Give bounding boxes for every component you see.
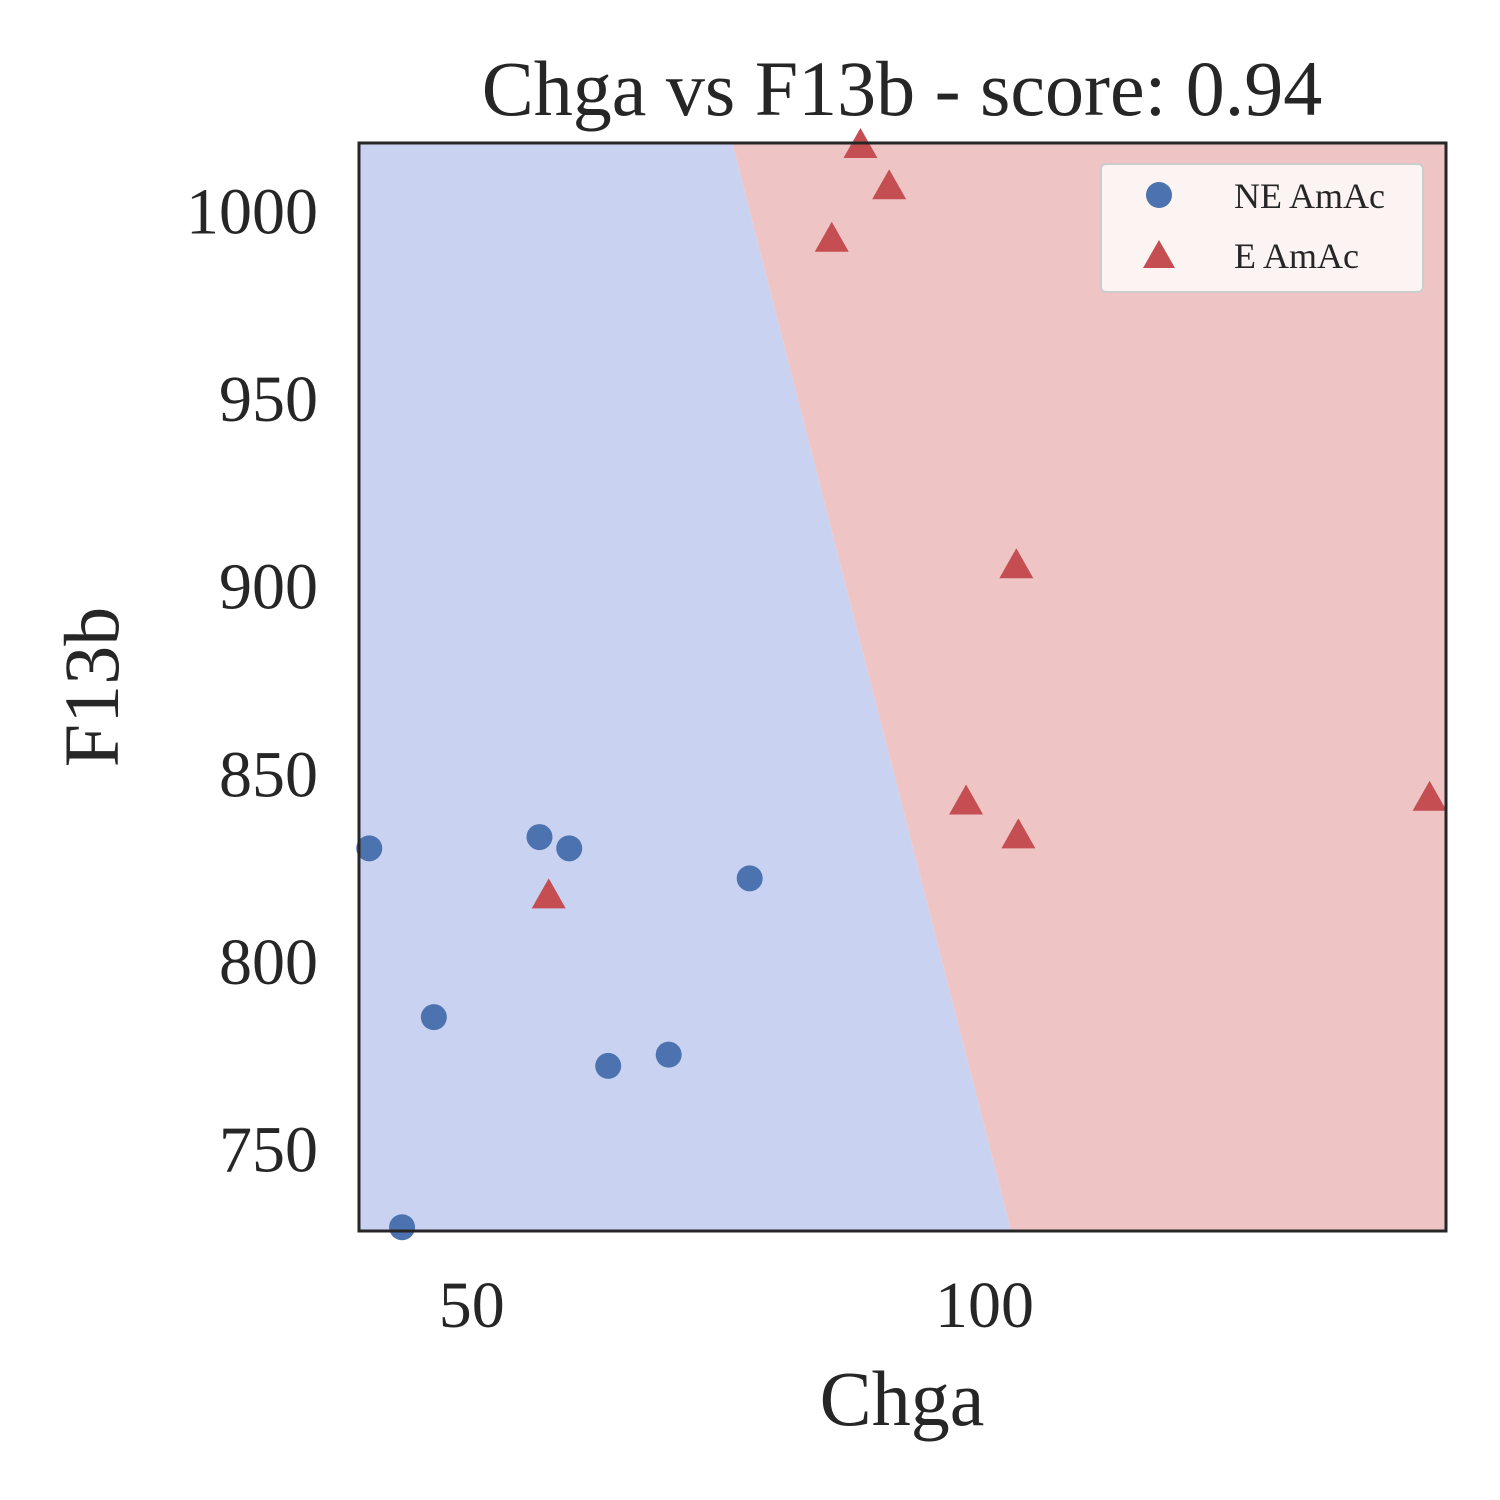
x-tick-label-50: 50 bbox=[439, 1269, 505, 1342]
chart-title: Chga vs F13b - score: 0.94 bbox=[482, 45, 1323, 132]
region-ne-amac bbox=[359, 143, 1012, 1231]
region-e-amac bbox=[732, 143, 1446, 1231]
point-e-amac-6 bbox=[1001, 818, 1036, 849]
y-tick-label-900: 900 bbox=[219, 551, 318, 624]
point-ne-amac-1 bbox=[389, 1214, 416, 1241]
legend-box bbox=[1100, 163, 1424, 293]
plot-frame bbox=[357, 141, 1448, 1233]
y-tick-label-850: 850 bbox=[219, 738, 318, 811]
x-axis-label: Chga bbox=[820, 1355, 985, 1442]
legend-marker-ne-amac bbox=[1146, 182, 1172, 208]
point-e-amac-4 bbox=[949, 784, 984, 815]
point-e-amac-5 bbox=[999, 548, 1034, 579]
legend-label-e-amac: E AmAc bbox=[1234, 236, 1359, 276]
legend-marker-e-amac bbox=[1143, 240, 1175, 268]
scatter-points bbox=[356, 128, 1447, 1241]
point-e-amac-7 bbox=[1412, 780, 1447, 811]
legend: NE AmAc E AmAc bbox=[1100, 163, 1424, 293]
y-tick-label-750: 750 bbox=[219, 1113, 318, 1186]
x-tick-label-100: 100 bbox=[935, 1269, 1034, 1342]
y-tick-label-950: 950 bbox=[219, 363, 318, 436]
point-e-amac-0 bbox=[531, 878, 566, 909]
y-tick-label-800: 800 bbox=[219, 926, 318, 999]
y-axis-label: F13b bbox=[48, 607, 135, 767]
legend-label-ne-amac: NE AmAc bbox=[1234, 176, 1385, 216]
y-tick-label-1000: 1000 bbox=[186, 176, 318, 249]
point-ne-amac-2 bbox=[420, 1004, 447, 1031]
point-ne-amac-5 bbox=[595, 1052, 622, 1079]
point-e-amac-3 bbox=[872, 169, 907, 200]
decision-regions bbox=[359, 143, 1446, 1231]
point-e-amac-1 bbox=[814, 221, 849, 252]
point-ne-amac-3 bbox=[526, 824, 553, 851]
point-ne-amac-0 bbox=[356, 835, 383, 862]
point-ne-amac-4 bbox=[556, 835, 583, 862]
axis-ticks: 50 100 750 800 850 900 950 1000 bbox=[186, 176, 1034, 1342]
point-ne-amac-6 bbox=[655, 1041, 682, 1068]
point-ne-amac-7 bbox=[736, 865, 763, 892]
